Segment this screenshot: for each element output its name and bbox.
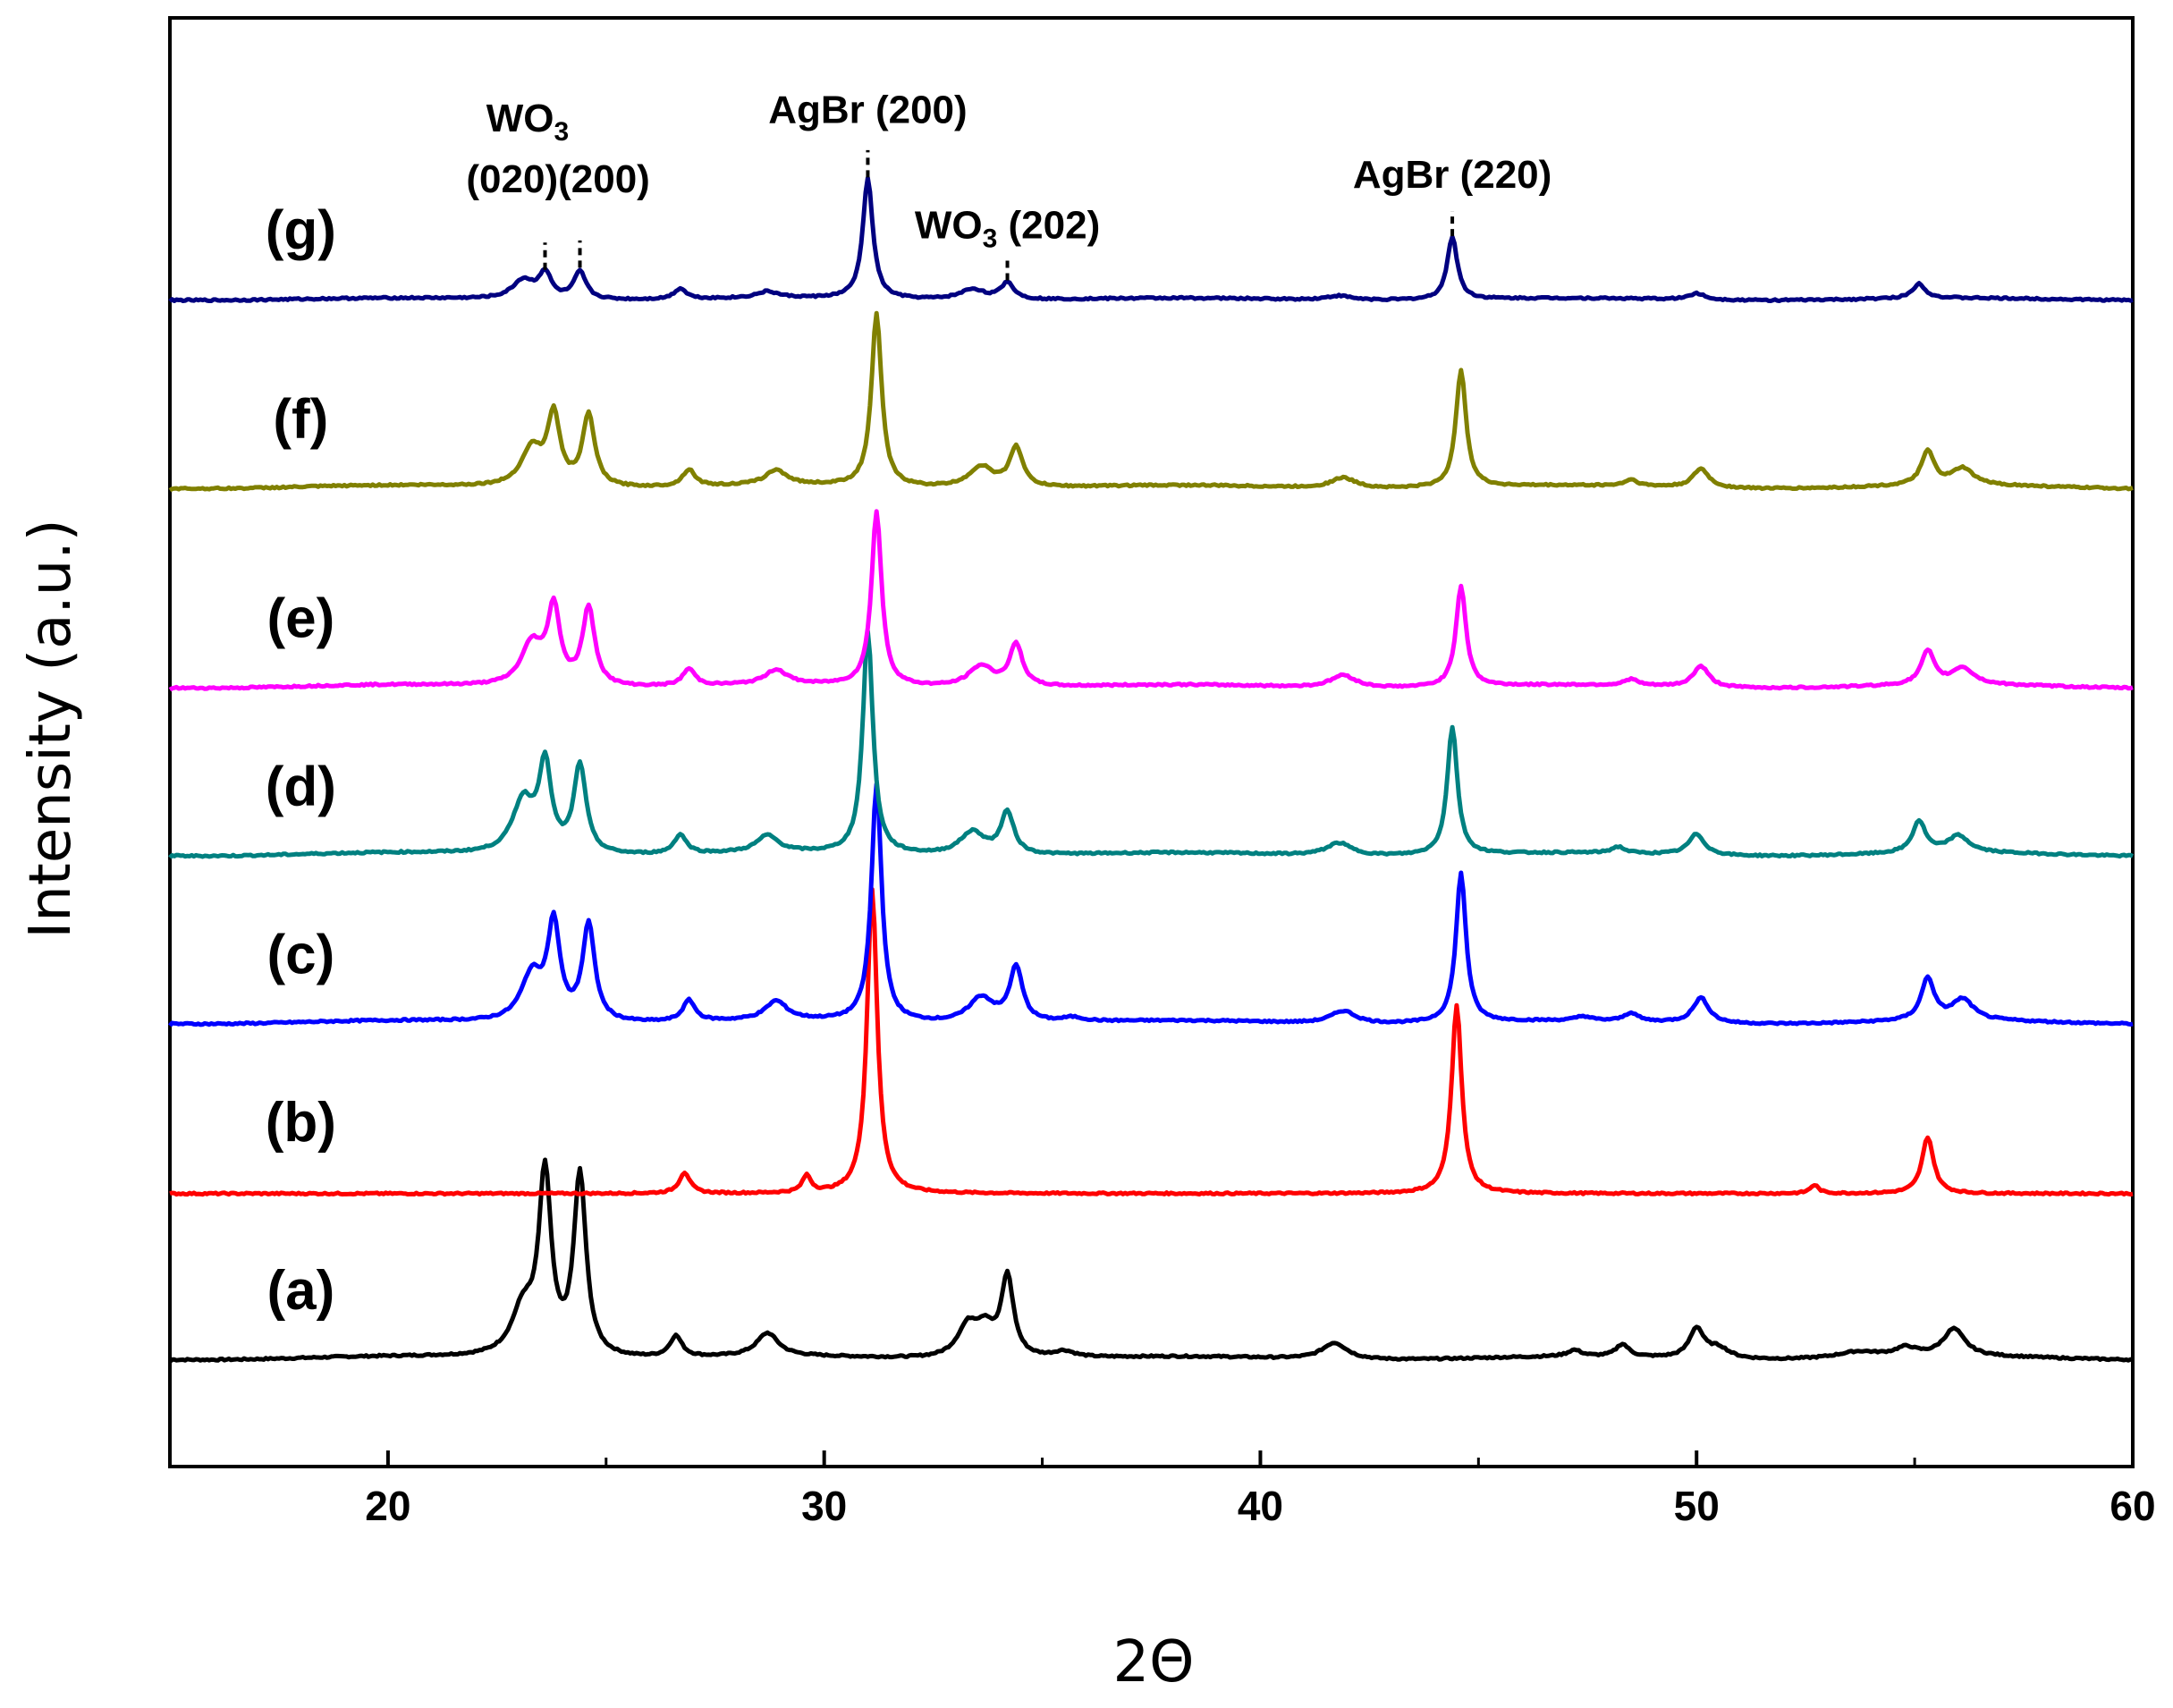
x-tick-label: 20 [365,1483,410,1529]
x-tick-label: 40 [1238,1483,1283,1529]
agbr-200-label: AgBr (200) [768,88,968,131]
series-line-c [168,782,2134,1027]
plot-frame [168,16,2135,1468]
series-label-g: (g) [266,199,336,261]
wo3-020-200-label: (020)(200) [466,157,649,201]
x-tick-label: 50 [1674,1483,1720,1529]
series-line-a [168,1157,2134,1364]
x-tick-label: 60 [2110,1483,2155,1529]
series-label-d: (d) [266,756,336,817]
series-line-b [169,887,2134,1197]
x-axis-ticks: 20 30 40 50 60 [168,1450,2156,1529]
agbr-220-label: AgBr (220) [1353,153,1552,197]
series-layer: (a) (b) (c) (d) (e) (f) (g) [168,175,2135,1364]
x-tick-label: 30 [801,1483,847,1529]
wo3-020-label: WO3 [486,97,569,147]
series-label-f: (f) [273,389,328,451]
series-line-f [168,310,2134,493]
series-label-b: (b) [266,1092,336,1154]
series-label-c: (c) [266,924,334,985]
series-line-d [168,629,2135,859]
series-line-g [168,175,2134,303]
series-line-e [168,509,2134,692]
annotations: WO3 (020)(200) AgBr (200) WO3 (202) AgBr (22… [466,88,1552,281]
series-label-e: (e) [266,588,334,650]
wo3-202-label: WO3 (202) [915,204,1100,254]
x-axis-title: 2Θ [1112,1629,1194,1695]
y-axis-title: Intensity (a.u.) [18,519,84,938]
series-label-a: (a) [266,1260,334,1322]
